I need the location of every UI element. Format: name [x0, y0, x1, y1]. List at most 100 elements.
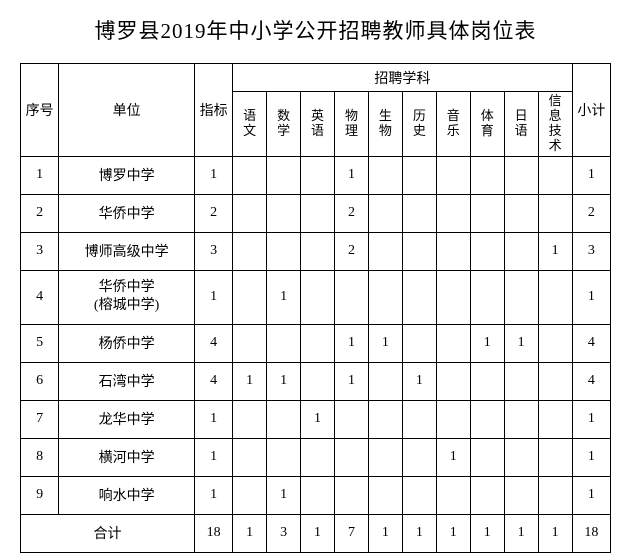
header-seq: 序号 [21, 64, 59, 157]
cell-total-subject-9: 1 [538, 514, 572, 552]
cell-subject-1 [267, 324, 301, 362]
cell-subject-6: 1 [436, 438, 470, 476]
cell-subject-8 [504, 362, 538, 400]
cell-subject-2 [301, 232, 335, 270]
header-subject-5: 历史 [402, 92, 436, 157]
cell-subject-5 [402, 270, 436, 324]
cell-subject-4 [368, 476, 402, 514]
cell-subject-1 [267, 438, 301, 476]
cell-subject-1 [267, 232, 301, 270]
cell-subtotal: 1 [572, 156, 610, 194]
cell-subject-4 [368, 362, 402, 400]
cell-subject-5 [402, 324, 436, 362]
cell-subject-7 [470, 232, 504, 270]
cell-subject-5 [402, 438, 436, 476]
table-row: 6石湾中学411114 [21, 362, 611, 400]
cell-total-label: 合计 [21, 514, 195, 552]
cell-total-subject-0: 1 [233, 514, 267, 552]
cell-subject-0 [233, 438, 267, 476]
cell-total-subject-1: 3 [267, 514, 301, 552]
cell-subject-7 [470, 362, 504, 400]
cell-subject-9 [538, 400, 572, 438]
cell-unit: 博罗中学 [59, 156, 195, 194]
cell-subject-0 [233, 270, 267, 324]
cell-subtotal: 1 [572, 476, 610, 514]
table-row: 4华侨中学(榕城中学)111 [21, 270, 611, 324]
cell-subject-1: 1 [267, 270, 301, 324]
table-row: 5杨侨中学411114 [21, 324, 611, 362]
cell-subject-8: 1 [504, 324, 538, 362]
table-row: 9响水中学111 [21, 476, 611, 514]
header-subject-0: 语文 [233, 92, 267, 157]
cell-subject-2 [301, 476, 335, 514]
cell-subject-1: 1 [267, 476, 301, 514]
table-row: 1博罗中学111 [21, 156, 611, 194]
cell-subject-3: 2 [334, 232, 368, 270]
cell-subject-1 [267, 400, 301, 438]
cell-subject-8 [504, 232, 538, 270]
header-subject-7: 体育 [470, 92, 504, 157]
cell-subject-6 [436, 232, 470, 270]
page-title: 博罗县2019年中小学公开招聘教师具体岗位表 [20, 15, 611, 45]
cell-subject-6 [436, 270, 470, 324]
cell-seq: 4 [21, 270, 59, 324]
cell-subject-5: 1 [402, 362, 436, 400]
cell-subject-9 [538, 194, 572, 232]
cell-subtotal: 1 [572, 270, 610, 324]
cell-unit: 石湾中学 [59, 362, 195, 400]
header-subject-6: 音乐 [436, 92, 470, 157]
cell-total-subject-6: 1 [436, 514, 470, 552]
cell-subject-5 [402, 476, 436, 514]
cell-subject-3 [334, 438, 368, 476]
header-subject-8: 日语 [504, 92, 538, 157]
cell-subject-9 [538, 438, 572, 476]
cell-subtotal: 1 [572, 400, 610, 438]
cell-unit: 横河中学 [59, 438, 195, 476]
cell-subject-1 [267, 156, 301, 194]
cell-subject-7 [470, 400, 504, 438]
cell-subject-2 [301, 438, 335, 476]
cell-subject-8 [504, 400, 538, 438]
cell-quota: 1 [194, 476, 232, 514]
cell-subject-0: 1 [233, 362, 267, 400]
cell-subject-3: 1 [334, 156, 368, 194]
cell-subtotal: 4 [572, 324, 610, 362]
cell-total-subject-7: 1 [470, 514, 504, 552]
cell-subject-7: 1 [470, 324, 504, 362]
header-subject-4: 生物 [368, 92, 402, 157]
header-subtotal: 小计 [572, 64, 610, 157]
cell-subject-4 [368, 156, 402, 194]
cell-subject-8 [504, 476, 538, 514]
cell-subject-6 [436, 400, 470, 438]
cell-subject-6 [436, 362, 470, 400]
cell-subject-7 [470, 194, 504, 232]
cell-total-subject-2: 1 [301, 514, 335, 552]
cell-unit: 杨侨中学 [59, 324, 195, 362]
header-subject-9: 信息技术 [538, 92, 572, 157]
cell-quota: 1 [194, 400, 232, 438]
header-unit: 单位 [59, 64, 195, 157]
cell-subject-5 [402, 400, 436, 438]
cell-seq: 3 [21, 232, 59, 270]
cell-quota: 4 [194, 324, 232, 362]
cell-subject-4: 1 [368, 324, 402, 362]
table-row: 3博师高级中学3213 [21, 232, 611, 270]
cell-subject-8 [504, 438, 538, 476]
cell-unit: 博师高级中学 [59, 232, 195, 270]
cell-subject-0 [233, 400, 267, 438]
cell-subject-8 [504, 156, 538, 194]
cell-subject-8 [504, 194, 538, 232]
cell-seq: 5 [21, 324, 59, 362]
cell-subtotal: 3 [572, 232, 610, 270]
cell-subtotal: 4 [572, 362, 610, 400]
cell-seq: 2 [21, 194, 59, 232]
cell-quota: 3 [194, 232, 232, 270]
cell-subject-3: 1 [334, 324, 368, 362]
cell-unit: 响水中学 [59, 476, 195, 514]
cell-subject-2 [301, 194, 335, 232]
cell-quota: 1 [194, 156, 232, 194]
table-row: 2华侨中学222 [21, 194, 611, 232]
header-subject-group: 招聘学科 [233, 64, 572, 92]
cell-subject-6 [436, 156, 470, 194]
cell-subject-4 [368, 400, 402, 438]
